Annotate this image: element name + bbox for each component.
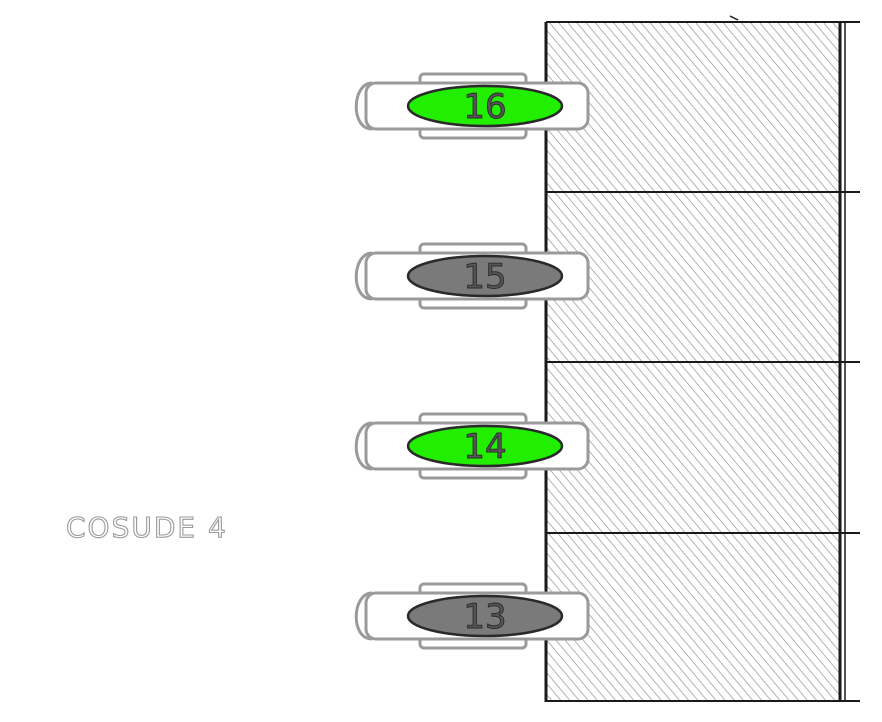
seat-16[interactable]: 16 <box>354 72 590 140</box>
seat-status-indicator[interactable] <box>406 424 564 468</box>
chair-back-icon <box>354 81 373 131</box>
seat-status-indicator[interactable] <box>406 594 564 638</box>
seat-14[interactable]: 14 <box>354 412 590 480</box>
wall-tick-mark <box>729 15 739 21</box>
seat-number: 15 <box>463 257 506 297</box>
seat-status-indicator[interactable] <box>406 254 564 298</box>
room-label: COSUDE 4 <box>66 511 228 544</box>
chair-back-icon <box>354 591 373 641</box>
seat-number: 16 <box>463 87 506 127</box>
seat-13[interactable]: 13 <box>354 582 590 650</box>
wall-block <box>544 15 860 702</box>
seat-number: 14 <box>463 427 506 467</box>
chair-back-icon <box>354 421 373 471</box>
seat-number: 13 <box>463 597 506 637</box>
seat-status-indicator[interactable] <box>406 84 564 128</box>
seat-15[interactable]: 15 <box>354 242 590 310</box>
chair-back-icon <box>354 251 373 301</box>
